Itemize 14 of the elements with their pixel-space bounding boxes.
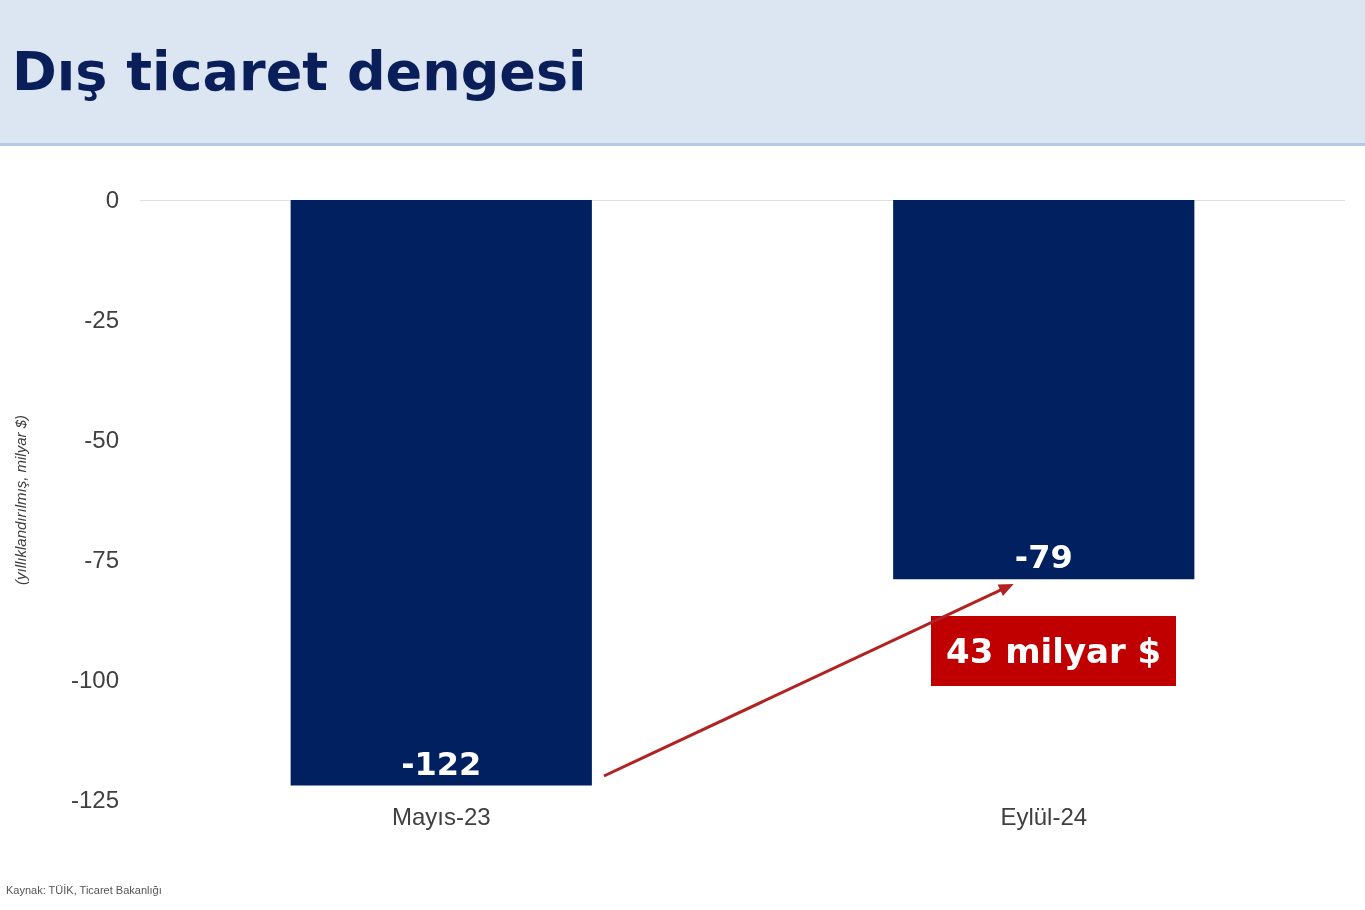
text: Kaynak: TÜİK, Ticaret Bakanlığı: [6, 884, 162, 896]
y-tick-label: -25: [84, 306, 119, 334]
annotation: 43 milyar $: [946, 631, 1162, 671]
y-tick-label: -75: [84, 546, 119, 574]
y-tick-label: -50: [84, 426, 119, 454]
chart-title: Dış ticaret dengesi: [12, 40, 587, 103]
data-label: -122: [401, 744, 482, 783]
y-tick-label: -100: [70, 666, 119, 694]
x-tick-label: Eylül-24: [1000, 803, 1088, 830]
y-axis-title: (yıllıklandırılmış, milyar $): [12, 414, 30, 586]
y-tick-label: -125: [70, 786, 119, 814]
x-tick-label: Mayıs-23: [391, 803, 491, 830]
data-label: -79: [1014, 538, 1073, 577]
y-tick-label: 0: [105, 186, 119, 214]
